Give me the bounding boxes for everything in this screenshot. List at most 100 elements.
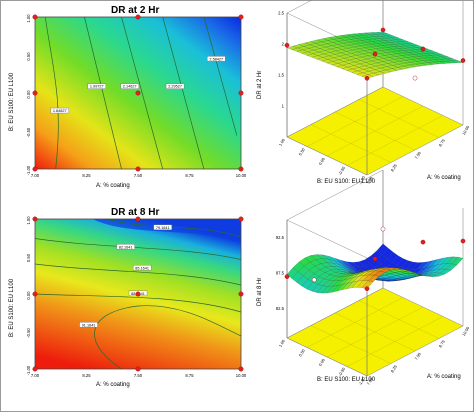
surface-8hr-plot: 82.5 87.5 92.5 7.00 8.25 7.50 8.75 10.00 -1.00 -0…: [276, 169, 471, 386]
c8-y-tick-label: -1.00: [26, 365, 31, 375]
s8-z-tick-label: 92.5: [276, 235, 285, 240]
c2-contour-label-box: [120, 83, 139, 89]
c2-y-tick-label: 0.50: [26, 52, 31, 61]
s2-floor-grid: [326, 105, 424, 157]
s2-design-point: [412, 75, 418, 81]
c2-design-point: [135, 90, 141, 96]
contour-2hr-title: DR at 2 Hr: [111, 5, 160, 16]
c2-contour-line: [162, 16, 205, 170]
c8-contour-label: 82.1641: [119, 245, 133, 249]
c2-design-point: [135, 14, 141, 20]
c8-contour-label: 85.1641: [135, 266, 149, 270]
surface-2hr-ylabel: B: EU S100: EU L100: [317, 179, 376, 185]
c8-contour-label: 79.1641: [156, 226, 170, 230]
s8-z-tick-label: 82.5: [276, 306, 285, 311]
s2-design-point: [284, 42, 290, 48]
c8-design-point: [32, 291, 38, 297]
contour-2hr-xlabel: A: % coating: [96, 183, 130, 189]
s8-floor-grid: [326, 306, 424, 358]
s2-y-tick-label: 1.00: [278, 137, 287, 147]
c2-design-point: [238, 90, 244, 96]
s2-z-tick-label: 2.5: [278, 11, 284, 16]
c2-x-tick-label: 8.75: [185, 173, 194, 178]
s8-surface-cell: [451, 257, 464, 265]
s2-design-point: [460, 58, 466, 63]
s8-y-tick-label: 1.00: [278, 338, 287, 348]
contour-2hr-plot: 1.84827 1.99727 2.14627 2.29527 2.58427 7.00 8…: [26, 14, 247, 178]
s8-floor-grid: [358, 300, 440, 339]
c2-y-tick-label: 0.00: [26, 90, 31, 99]
s2-x-tick-label: 8.75: [438, 137, 447, 147]
c8-design-point: [135, 366, 141, 372]
c2-contour-line: [203, 16, 238, 136]
surface-2hr-plot: 1 1.5 2 2.5 7.00 8.25 7.50 8.75 10.00 -1.00 -0.50 0…: [278, 0, 471, 185]
s2-z-tick-label: 1: [282, 104, 285, 109]
c8-contour-line: [34, 238, 242, 260]
s8-z-tick-label: 87.5: [276, 271, 285, 276]
s2-z-tick-label: 2: [282, 42, 285, 47]
c2-design-point: [32, 90, 38, 96]
contour-8hr-xlabel: A: % coating: [96, 382, 130, 388]
c2-design-point: [135, 166, 141, 172]
c2-x-tick-label: 7.00: [31, 173, 40, 178]
s2-x-tick-label: 7.50: [414, 150, 423, 160]
c2-x-tick-label: 7.50: [134, 173, 143, 178]
s2-x-tick-label: 8.25: [390, 162, 399, 172]
surface-8hr-ylabel: B: EU S100: EU L100: [317, 377, 376, 383]
c2-contour-label: 2.58427: [209, 57, 223, 61]
s8-x-tick-label: 10.00: [461, 325, 471, 337]
c8-x-tick-label: 7.50: [134, 373, 143, 378]
surface-2hr-zlabel: DR at 2 Hr: [257, 70, 263, 99]
s8-design-point: [284, 274, 290, 279]
c2-y-tick-label: -1.00: [26, 165, 31, 175]
c8-contour-label-box: [116, 244, 135, 250]
c2-design-point: [238, 166, 244, 172]
s2-floor-grid: [306, 96, 404, 147]
s2-design-point: [380, 27, 386, 33]
s8-y-tick-label: -1.00: [357, 375, 366, 386]
c2-contour-label: 1.99727: [90, 85, 104, 89]
c8-design-point: [135, 291, 141, 297]
c8-y-tick-label: 0.00: [26, 291, 31, 300]
contour-2hr-ylabel: B: EU S100: EU L100: [9, 72, 15, 131]
c2-design-point: [32, 14, 38, 20]
c2-design-point: [238, 14, 244, 20]
surface-8hr-xlabel: A: % coating: [427, 374, 461, 380]
s8-design-point: [380, 226, 386, 232]
s2-floor-grid: [358, 99, 440, 138]
c8-contour-line: [94, 305, 242, 370]
c8-design-point: [32, 216, 38, 222]
contour-8hr-plot: 79.164182.164185.164188.164191.16417.008…: [26, 216, 247, 378]
contour-8hr-title: DR at 8 Hr: [111, 207, 160, 218]
s2-z-tick-label: 1.5: [278, 73, 284, 78]
c2-contour-label: 1.84827: [53, 109, 67, 113]
s8-design-point: [364, 286, 370, 291]
s8-x-tick-label: 8.75: [438, 338, 447, 348]
c8-blue-region: [92, 219, 242, 243]
s8-design-point: [460, 238, 466, 244]
surface-8hr-zlabel: DR at 8 Hr: [257, 277, 263, 306]
s2-surface-cell: [451, 60, 464, 63]
c2-contour-line: [84, 16, 122, 170]
c8-x-tick-label: 8.75: [185, 373, 194, 378]
s8-y-tick-label: -0.50: [337, 366, 346, 377]
c2-contour-label: 2.14627: [123, 85, 137, 89]
c8-contour-label-box: [153, 224, 172, 230]
surface-2hr-xlabel: A: % coating: [427, 175, 461, 181]
c2-contour-label-box: [165, 83, 185, 89]
s2-design-point: [372, 51, 378, 57]
c8-contour-label-box: [79, 322, 98, 328]
s2-y-tick-label: -0.50: [337, 165, 346, 176]
c2-x-tick-label: 10.00: [236, 173, 247, 178]
s8-y-tick-label: 0.00: [318, 357, 327, 367]
s8-design-point: [311, 277, 317, 283]
s8-design-point: [420, 239, 426, 245]
c8-contour-line: [34, 293, 242, 313]
c8-design-point: [238, 216, 244, 222]
c2-contour-label: 2.29527: [168, 85, 182, 89]
s2-design-point: [420, 46, 426, 52]
s2-x-tick-label: 10.00: [461, 124, 471, 136]
s8-x-tick-label: 7.00: [366, 376, 375, 386]
contour-8hr-ylabel: B: EU S100: EU L100: [9, 278, 15, 337]
c2-contour-line: [44, 16, 59, 170]
